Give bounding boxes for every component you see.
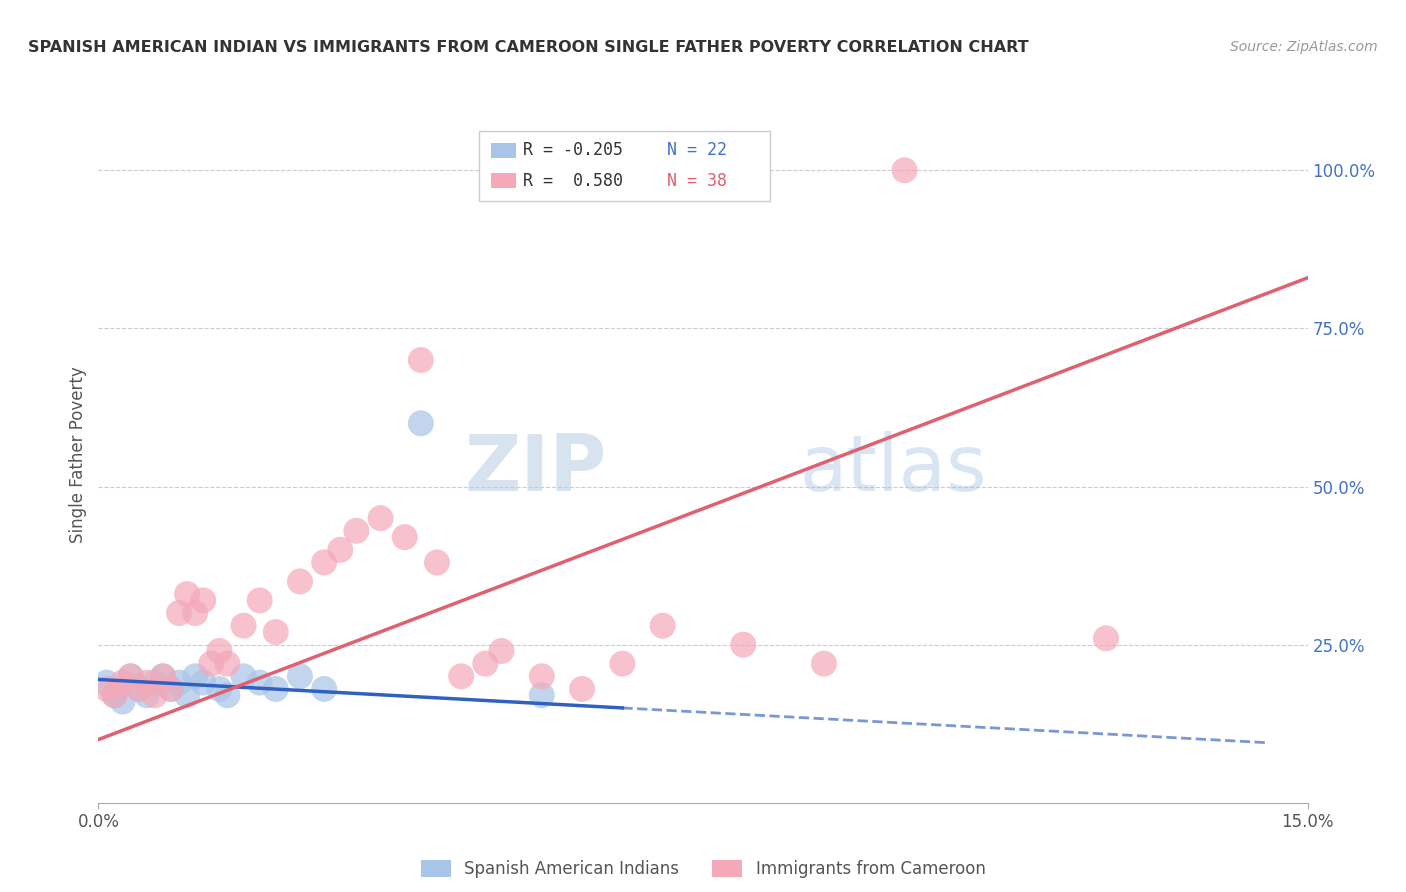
Point xyxy=(184,606,207,620)
Point xyxy=(176,688,198,702)
Point xyxy=(208,681,231,696)
Point xyxy=(314,681,336,696)
Point xyxy=(1095,632,1118,646)
Point xyxy=(160,681,183,696)
Bar xyxy=(479,131,769,201)
Point xyxy=(288,574,311,589)
Point xyxy=(426,556,449,570)
Y-axis label: Single Father Poverty: Single Father Poverty xyxy=(69,367,87,543)
Point xyxy=(651,618,673,632)
Point xyxy=(143,688,166,702)
Point xyxy=(370,511,392,525)
Point xyxy=(893,163,915,178)
Point xyxy=(184,669,207,683)
Point xyxy=(217,657,239,671)
Point xyxy=(167,675,190,690)
Text: ZIP: ZIP xyxy=(464,431,606,507)
Point xyxy=(264,681,287,696)
Point xyxy=(120,669,142,683)
Point xyxy=(120,669,142,683)
Point xyxy=(394,530,416,544)
Text: SPANISH AMERICAN INDIAN VS IMMIGRANTS FROM CAMEROON SINGLE FATHER POVERTY CORREL: SPANISH AMERICAN INDIAN VS IMMIGRANTS FR… xyxy=(28,40,1029,55)
Point xyxy=(128,681,150,696)
Point xyxy=(530,669,553,683)
Point xyxy=(152,669,174,683)
Point xyxy=(733,638,755,652)
Point xyxy=(612,657,634,671)
Text: Source: ZipAtlas.com: Source: ZipAtlas.com xyxy=(1230,40,1378,54)
Point xyxy=(409,417,432,431)
Point xyxy=(450,669,472,683)
Point xyxy=(193,593,215,607)
Point xyxy=(288,669,311,683)
Bar xyxy=(492,143,516,158)
Point xyxy=(249,675,271,690)
Point xyxy=(135,688,157,702)
Point xyxy=(193,675,215,690)
Point xyxy=(813,657,835,671)
Text: N = 38: N = 38 xyxy=(666,172,727,190)
Point xyxy=(152,669,174,683)
Point xyxy=(103,688,125,702)
Point xyxy=(217,688,239,702)
Point xyxy=(143,675,166,690)
Point xyxy=(111,675,134,690)
Point xyxy=(111,695,134,709)
Point xyxy=(474,657,496,671)
Point xyxy=(314,556,336,570)
Text: N = 22: N = 22 xyxy=(666,141,727,159)
Point xyxy=(176,587,198,601)
Point xyxy=(232,669,254,683)
Text: atlas: atlas xyxy=(800,431,987,507)
Point xyxy=(167,606,190,620)
Point xyxy=(96,681,118,696)
Text: R =  0.580: R = 0.580 xyxy=(523,172,623,190)
Point xyxy=(409,353,432,368)
Point xyxy=(103,688,125,702)
Point xyxy=(249,593,271,607)
Point xyxy=(128,681,150,696)
Point xyxy=(571,681,593,696)
Point xyxy=(160,681,183,696)
Point xyxy=(232,618,254,632)
Text: R = -0.205: R = -0.205 xyxy=(523,141,623,159)
Legend: Spanish American Indians, Immigrants from Cameroon: Spanish American Indians, Immigrants fro… xyxy=(413,854,993,885)
Bar xyxy=(492,173,516,188)
Point xyxy=(200,657,222,671)
Point xyxy=(491,644,513,658)
Point xyxy=(329,542,352,557)
Point xyxy=(208,644,231,658)
Point xyxy=(530,688,553,702)
Point xyxy=(264,625,287,640)
Point xyxy=(344,524,367,538)
Point xyxy=(96,675,118,690)
Point xyxy=(135,675,157,690)
